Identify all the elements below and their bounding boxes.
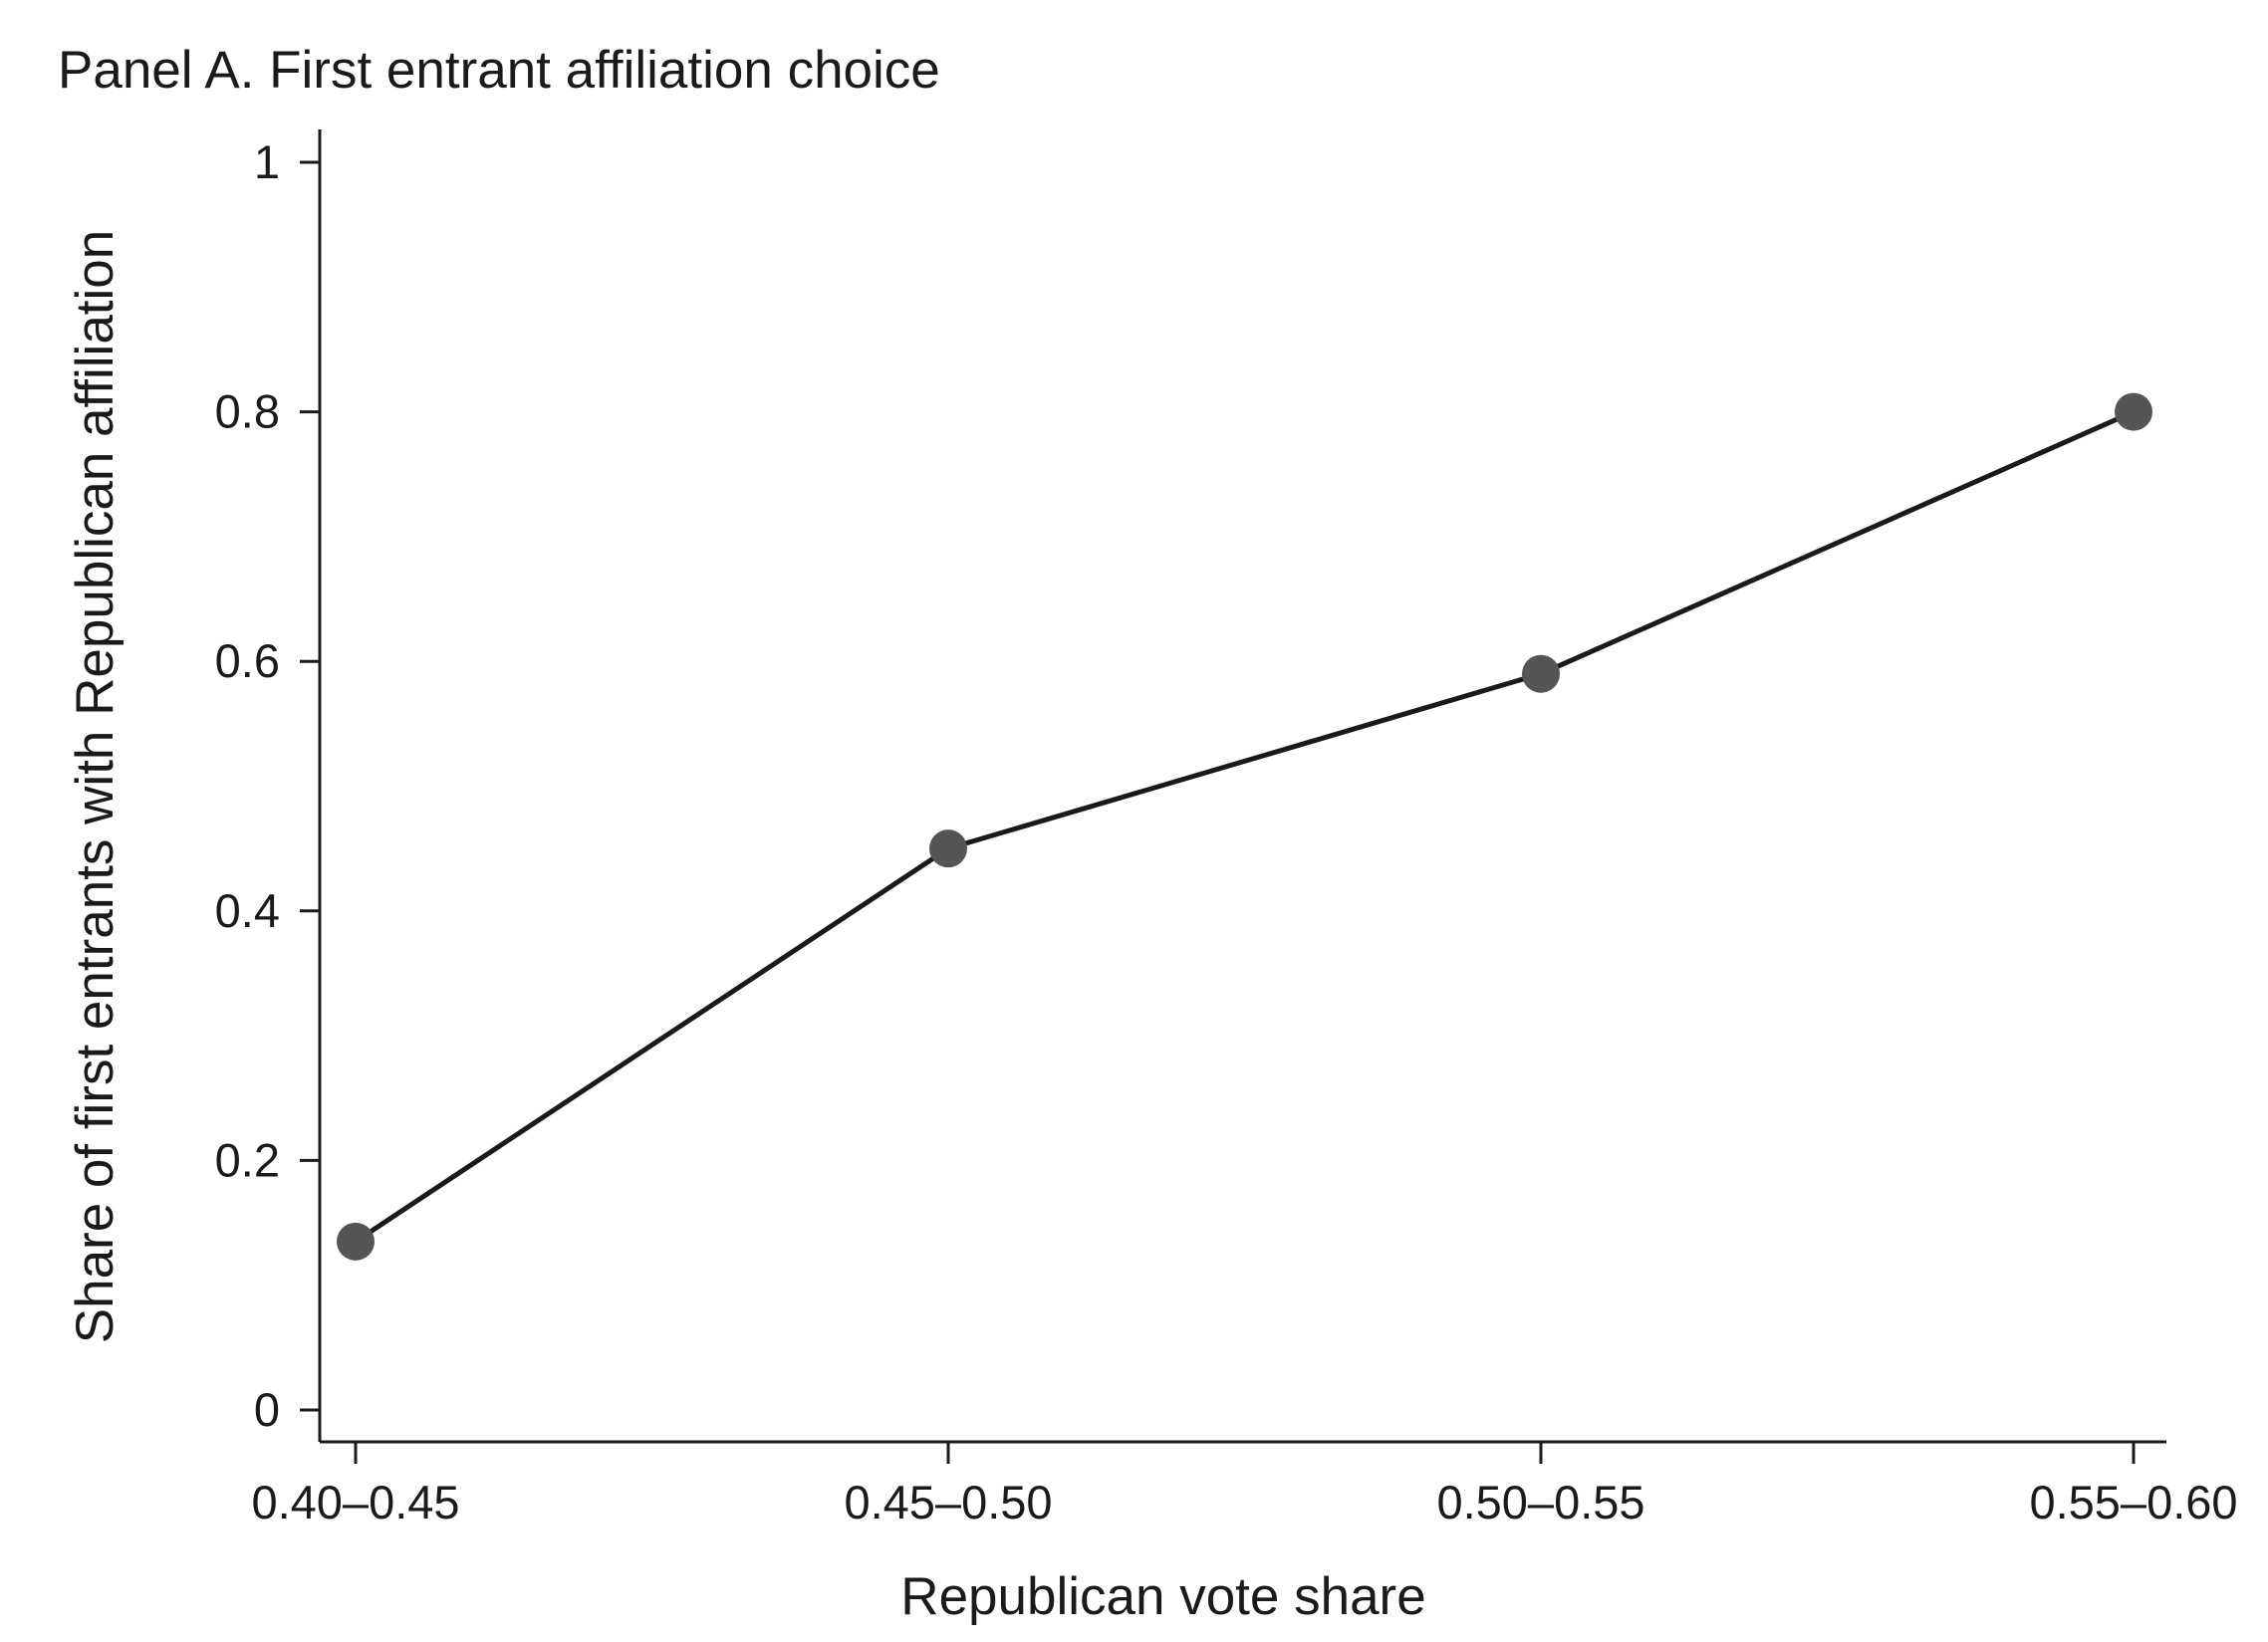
y-tick-label: 0.6	[215, 634, 280, 687]
x-tick-label: 0.50–0.55	[1436, 1476, 1644, 1528]
y-tick-label: 0.8	[215, 385, 280, 438]
x-axis-ticks: 0.40–0.45 0.45–0.50 0.50–0.55 0.55–0.60	[251, 1442, 2238, 1528]
data-point	[2115, 392, 2152, 431]
y-tick-label: 0	[254, 1383, 280, 1436]
data-point	[1522, 654, 1560, 693]
chart-title: Panel A. First entrant affiliation choic…	[58, 41, 940, 100]
x-tick-label: 0.40–0.45	[251, 1476, 459, 1528]
y-tick-label: 1	[254, 135, 280, 188]
series-line	[354, 409, 2136, 1244]
y-tick-label: 0.2	[215, 1133, 280, 1186]
data-points	[337, 392, 2152, 1261]
y-tick-label: 0.4	[215, 884, 280, 937]
x-tick-label: 0.45–0.50	[844, 1476, 1052, 1528]
x-axis-label: Republican vote share	[900, 1567, 1425, 1626]
y-axis-ticks: 0 0.2 0.4 0.6 0.8 1	[215, 135, 320, 1436]
data-point	[337, 1222, 375, 1261]
data-point	[929, 829, 967, 868]
x-tick-label: 0.55–0.60	[2029, 1476, 2237, 1528]
y-axis-label: Share of first entrants with Republican …	[66, 230, 125, 1344]
